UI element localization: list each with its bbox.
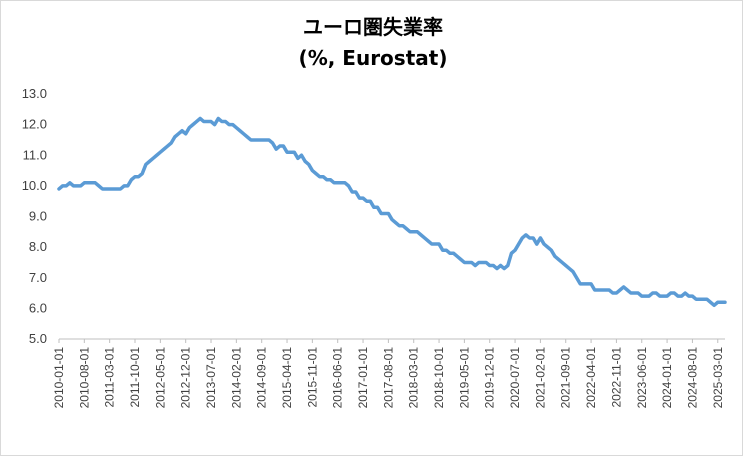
x-tick-label: 2012-05-01 (153, 347, 167, 409)
series-line-unemployment-rate (57, 116, 727, 308)
y-tick-label: 10.0 (22, 178, 47, 193)
x-tick-label: 2015-11-01 (305, 347, 319, 408)
x-tick-label: 2011-03-01 (103, 347, 117, 408)
x-tick-label: 2021-09-01 (559, 347, 573, 409)
x-tick-label: 2018-03-01 (407, 347, 421, 409)
x-tick-label: 2018-10-01 (432, 347, 446, 409)
y-tick-label: 5.0 (29, 331, 47, 346)
chart-subtitle: (%, Eurostat) (299, 46, 448, 70)
x-tick-label: 2022-04-01 (584, 347, 598, 409)
y-tick-label: 8.0 (29, 239, 47, 254)
y-axis-tick-labels: 5.0 6.0 7.0 8.0 9.0 10.0 11.0 12.0 13.0 (22, 86, 47, 346)
x-tick-label: 2022-11-01 (609, 347, 623, 408)
x-tick-label: 2012-12-01 (179, 347, 193, 409)
x-tick-label: 2015-04-01 (280, 347, 294, 409)
y-tick-label: 6.0 (29, 300, 47, 315)
x-tick-label: 2023-06-01 (635, 347, 649, 409)
x-tick-label: 2019-12-01 (483, 347, 497, 409)
y-tick-label: 7.0 (29, 270, 47, 285)
y-tick-label: 11.0 (23, 147, 47, 162)
y-tick-label: 13.0 (22, 86, 47, 101)
x-tick-label: 2024-01-01 (660, 347, 674, 409)
x-tick-label: 2013-07-01 (204, 347, 218, 409)
x-tick-label: 2025-03-01 (711, 347, 725, 409)
x-tick-label: 2016-06-01 (331, 347, 345, 409)
x-tick-label: 2011-10-01 (128, 347, 142, 408)
y-tick-label: 12.0 (22, 117, 47, 132)
x-tick-label: 2019-05-01 (457, 347, 471, 409)
x-tick-label: 2017-08-01 (381, 347, 395, 409)
x-tick-label: 2020-07-01 (508, 347, 522, 409)
y-tick-label: 9.0 (29, 209, 47, 224)
x-tick-label: 2021-02-01 (533, 347, 547, 409)
x-axis-tick-labels: 2010-01-01 2010-08-01 2011-03-01 2011-10-01… (52, 339, 725, 408)
x-tick-label: 2010-01-01 (52, 347, 66, 409)
x-tick-label: 2024-08-01 (685, 347, 699, 409)
x-tick-label: 2010-08-01 (77, 347, 91, 409)
x-tick-label: 2017-01-01 (356, 347, 370, 409)
chart-title: ユーロ圏失業率 (303, 15, 443, 39)
x-tick-label: 2014-09-01 (255, 347, 269, 409)
x-tick-label: 2014-02-01 (229, 347, 243, 409)
